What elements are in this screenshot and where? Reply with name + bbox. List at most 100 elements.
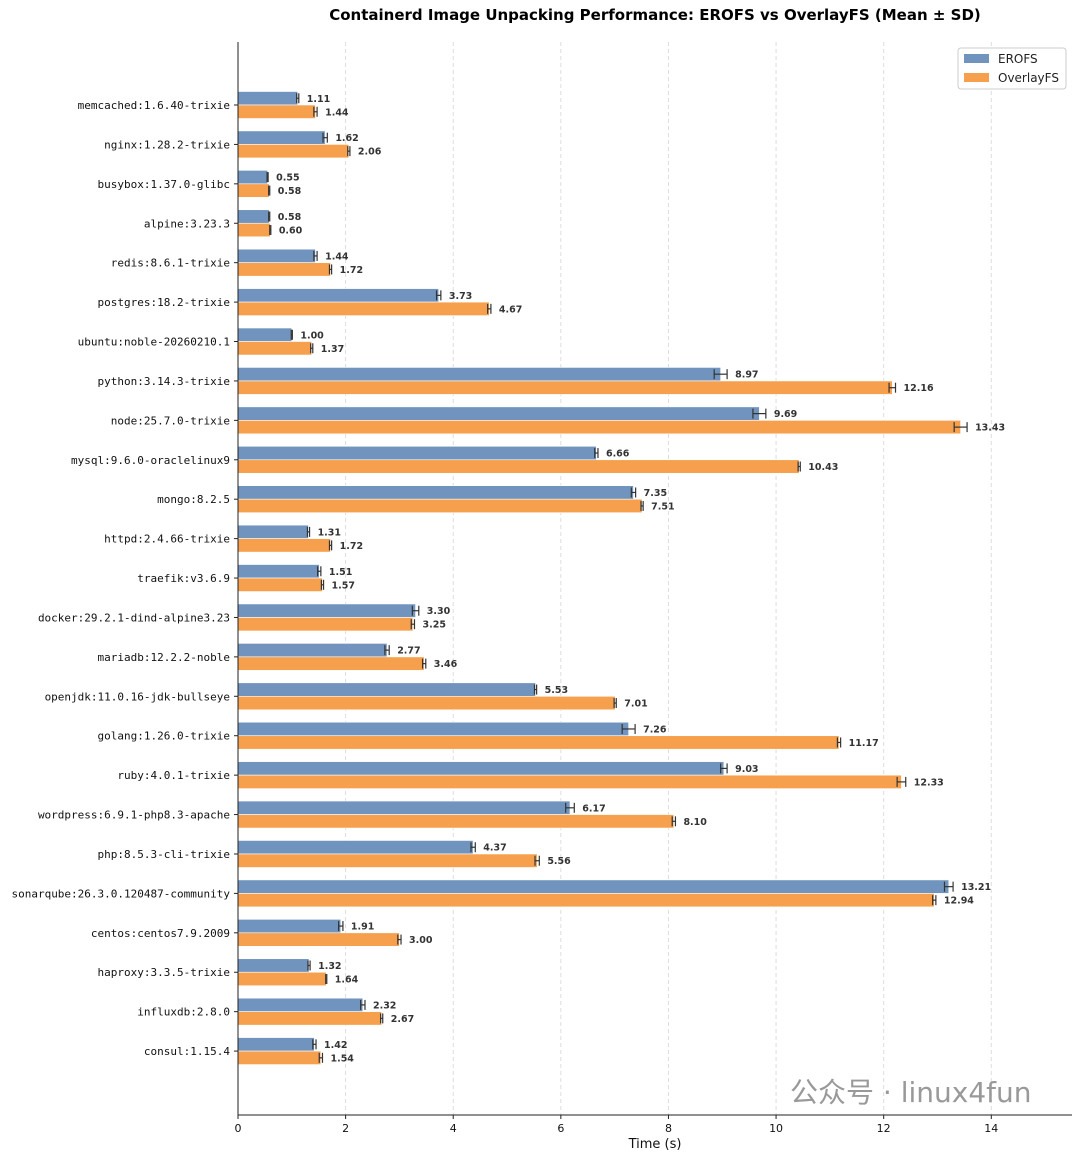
legend-label-erofs: EROFS [998, 52, 1038, 66]
value-label-erofs: 1.51 [329, 567, 352, 578]
value-label-overlayfs: 7.01 [624, 699, 647, 710]
y-tick-label: alpine:3.23.3 [144, 217, 230, 230]
value-label-overlayfs: 0.58 [278, 186, 302, 197]
y-tick-label: busybox:1.37.0-glibc [98, 178, 230, 191]
y-tick-label: haproxy:3.3.5-trixie [98, 966, 230, 979]
y-tick-label: nginx:1.28.2-trixie [104, 138, 230, 151]
y-tick-label: docker:29.2.1-dind-alpine3.23 [38, 611, 230, 624]
y-tick-label: wordpress:6.9.1-php8.3-apache [38, 809, 230, 822]
value-label-erofs: 9.03 [735, 764, 758, 775]
value-label-overlayfs: 1.64 [335, 974, 359, 985]
bar-erofs [237, 879, 950, 894]
value-label-erofs: 5.53 [545, 685, 568, 696]
y-tick-label: ruby:4.0.1-trixie [117, 769, 230, 782]
value-label-erofs: 4.37 [483, 843, 506, 854]
chart-title: Containerd Image Unpacking Performance: … [329, 6, 981, 24]
value-label-overlayfs: 12.33 [914, 777, 944, 788]
value-label-erofs: 7.26 [643, 724, 667, 735]
y-tick-label: php:8.5.3-cli-trixie [98, 848, 230, 861]
value-label-overlayfs: 1.37 [321, 344, 344, 355]
bar-overlayfs [237, 617, 414, 632]
value-label-erofs: 1.00 [300, 330, 324, 341]
y-tick-label: mariadb:12.2.2-noble [98, 651, 230, 664]
value-label-overlayfs: 1.72 [340, 541, 363, 552]
bar-erofs [237, 564, 320, 579]
y-tick-label: mongo:8.2.5 [157, 493, 230, 506]
y-tick-label: golang:1.26.0-trixie [98, 730, 230, 743]
y-tick-label: influxdb:2.8.0 [137, 1006, 230, 1019]
bar-overlayfs [237, 222, 271, 238]
bar-erofs [237, 997, 364, 1012]
bar-overlayfs [237, 853, 538, 868]
bar-overlayfs [237, 893, 935, 908]
value-label-overlayfs: 1.54 [330, 1053, 354, 1064]
bar-erofs [237, 209, 270, 224]
bar-erofs [237, 761, 725, 776]
bar-overlayfs [237, 1011, 382, 1026]
bar-overlayfs [237, 735, 840, 750]
bar-erofs [237, 406, 760, 421]
value-label-erofs: 13.21 [961, 882, 991, 893]
x-tick-label: 8 [665, 1122, 672, 1135]
bar-overlayfs [237, 1050, 322, 1065]
bar-erofs [237, 1037, 315, 1052]
bar-overlayfs [237, 538, 331, 553]
legend-swatch-erofs [964, 54, 989, 63]
legend: EROFS OverlayFS [957, 47, 1067, 90]
value-label-overlayfs: 3.25 [422, 620, 445, 631]
x-axis-label: Time (s) [628, 1137, 682, 1152]
value-label-overlayfs: 13.43 [975, 423, 1005, 434]
value-label-overlayfs: 3.00 [409, 935, 433, 946]
value-label-overlayfs: 10.43 [808, 462, 838, 473]
y-tick-label: ubuntu:noble-20260210.1 [78, 336, 230, 349]
value-label-overlayfs: 5.56 [547, 856, 571, 867]
value-label-erofs: 6.66 [606, 449, 630, 460]
value-label-erofs: 1.44 [325, 251, 349, 262]
value-label-erofs: 2.32 [373, 1000, 396, 1011]
value-label-erofs: 8.97 [735, 370, 758, 381]
bar-erofs [237, 130, 326, 145]
y-tick-label: python:3.14.3-trixie [98, 375, 230, 388]
x-tick-label: 14 [984, 1122, 998, 1135]
y-tick-label: consul:1.15.4 [144, 1045, 230, 1058]
bar-overlayfs [237, 814, 675, 829]
value-label-erofs: 1.11 [307, 94, 330, 105]
bar-erofs [237, 288, 439, 303]
bar-erofs [237, 800, 571, 815]
value-label-overlayfs: 8.10 [683, 817, 707, 828]
value-label-overlayfs: 12.16 [904, 383, 934, 394]
bar-erofs [237, 367, 721, 382]
x-tick-label: 4 [450, 1122, 457, 1135]
value-label-erofs: 9.69 [774, 409, 797, 420]
bar-erofs [237, 524, 309, 539]
y-tick-label: openjdk:11.0.16-jdk-bullseye [45, 690, 230, 703]
value-label-erofs: 6.17 [582, 803, 605, 814]
bar-erofs [237, 248, 316, 263]
bar-overlayfs [237, 144, 350, 159]
value-label-overlayfs: 2.06 [358, 147, 382, 158]
x-tick-label: 2 [342, 1122, 349, 1135]
y-tick-label: traefik:v3.6.9 [137, 572, 230, 585]
x-tick-label: 12 [877, 1122, 891, 1135]
value-label-overlayfs: 1.44 [325, 107, 349, 118]
bar-erofs [237, 958, 310, 973]
bar-overlayfs [237, 262, 331, 277]
value-label-overlayfs: 12.94 [944, 896, 974, 907]
bar-erofs [237, 91, 299, 106]
bar-overlayfs [237, 420, 961, 435]
bar-overlayfs [237, 104, 316, 119]
value-label-overlayfs: 3.46 [434, 659, 458, 670]
y-tick-label: memcached:1.6.40-trixie [78, 99, 230, 112]
bar-erofs [237, 327, 293, 342]
value-label-erofs: 1.32 [318, 961, 341, 972]
y-tick-label: node:25.7.0-trixie [111, 414, 230, 427]
bar-erofs [237, 603, 416, 618]
bar-overlayfs [237, 301, 490, 316]
bar-overlayfs [237, 380, 893, 395]
bar-erofs [237, 643, 388, 658]
value-label-overlayfs: 1.57 [332, 580, 355, 591]
value-label-erofs: 1.91 [351, 922, 374, 933]
x-tick-label: 10 [769, 1122, 783, 1135]
y-tick-label: httpd:2.4.66-trixie [104, 533, 230, 546]
